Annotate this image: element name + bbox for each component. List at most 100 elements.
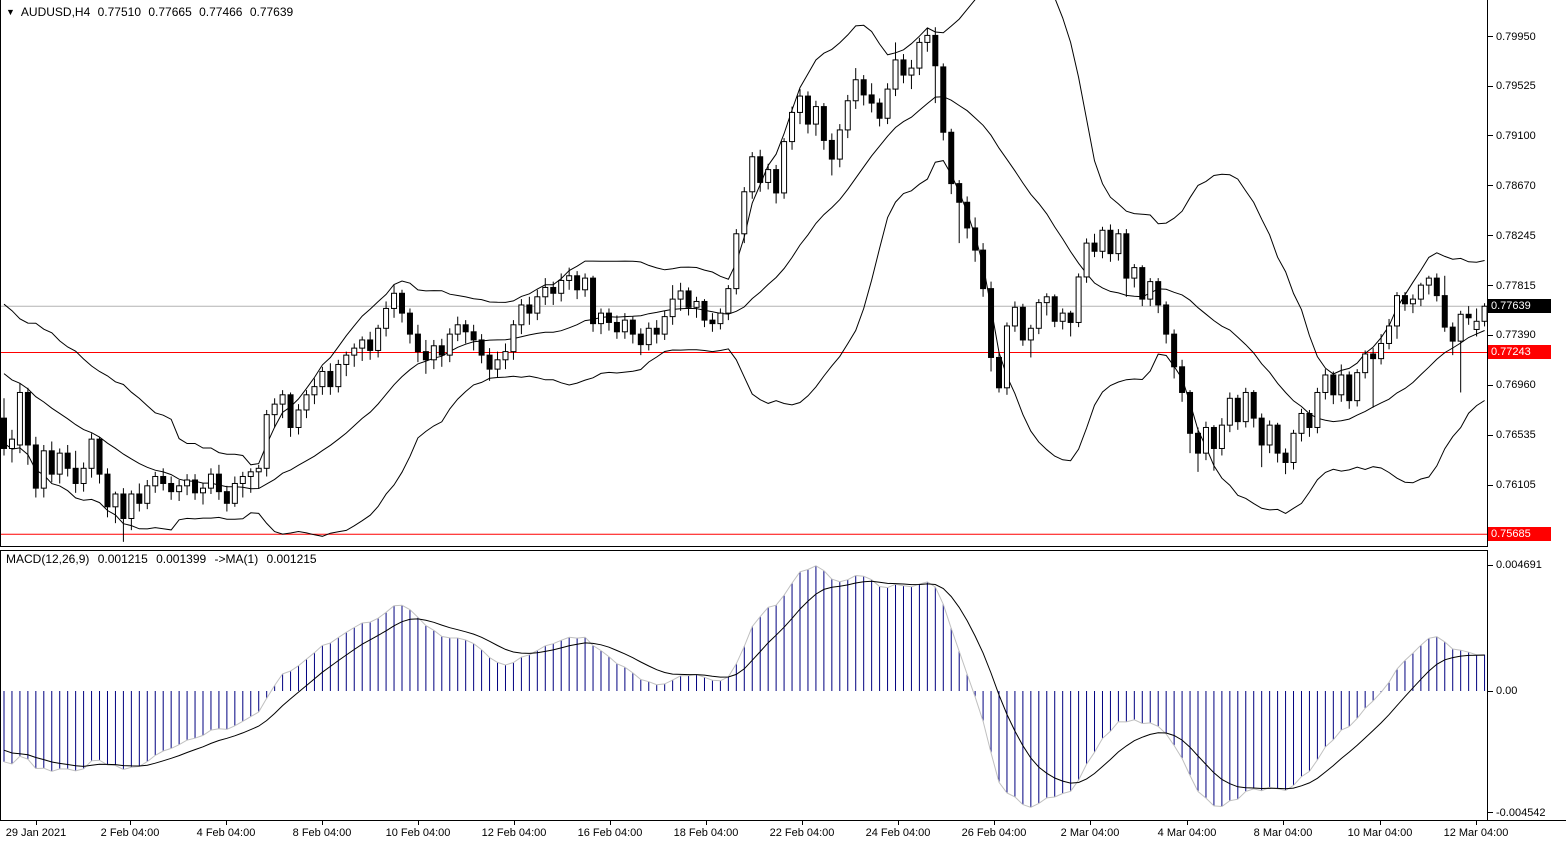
candle bbox=[757, 149, 764, 192]
candle bbox=[1202, 421, 1209, 461]
macd-value: 0.001215 bbox=[97, 552, 148, 566]
candle bbox=[470, 324, 477, 351]
time-tick-mark bbox=[802, 821, 803, 825]
time-tick-label: 10 Feb 04:00 bbox=[385, 827, 451, 839]
candle bbox=[1195, 427, 1201, 472]
candle bbox=[414, 324, 421, 363]
candle bbox=[263, 409, 270, 477]
candle bbox=[582, 273, 589, 297]
price-tick-mark bbox=[1488, 334, 1493, 336]
candle bbox=[1115, 229, 1122, 261]
candle bbox=[924, 28, 931, 52]
candle bbox=[120, 488, 127, 542]
time-tick-mark bbox=[418, 821, 419, 825]
candle bbox=[24, 387, 31, 465]
candle bbox=[1465, 306, 1472, 325]
candle bbox=[311, 378, 318, 405]
candle bbox=[980, 243, 987, 297]
time-tick-mark bbox=[1090, 821, 1091, 825]
price-tick-label: 0.78670 bbox=[1496, 179, 1536, 192]
candle bbox=[279, 390, 286, 419]
candle bbox=[558, 273, 565, 302]
candle bbox=[693, 296, 700, 318]
candle bbox=[351, 343, 358, 367]
time-tick-label: 16 Feb 04:00 bbox=[577, 827, 643, 839]
macd-tick-mark bbox=[1488, 690, 1493, 692]
ohlc-high: 0.77665 bbox=[148, 5, 192, 19]
candle bbox=[1322, 369, 1329, 400]
macd-main-line bbox=[3, 565, 1485, 808]
candle bbox=[964, 196, 971, 239]
candle bbox=[685, 287, 692, 316]
macd-signal-value: 0.001399 bbox=[156, 552, 207, 566]
candle bbox=[502, 343, 509, 370]
time-tick-label: 2 Mar 04:00 bbox=[1060, 827, 1120, 839]
pane-separator[interactable] bbox=[0, 546, 1488, 547]
candle bbox=[613, 315, 620, 339]
candle bbox=[1401, 292, 1408, 311]
candle bbox=[104, 468, 111, 518]
candle bbox=[733, 229, 740, 295]
macd-tick-mark bbox=[1488, 564, 1493, 566]
price-tick-mark bbox=[1488, 235, 1493, 237]
time-tick-label: 10 Mar 04:00 bbox=[1347, 827, 1413, 839]
candle bbox=[868, 83, 875, 113]
macd-tick-label: 0.00 bbox=[1496, 685, 1518, 697]
candle bbox=[996, 352, 1002, 393]
time-tick-mark bbox=[1476, 821, 1477, 825]
candle bbox=[1234, 394, 1241, 430]
time-tick-mark bbox=[706, 821, 707, 825]
candle bbox=[908, 59, 915, 90]
symbol-collapse-icon[interactable]: ▼ bbox=[6, 7, 15, 17]
candle bbox=[661, 310, 668, 340]
time-tick-mark bbox=[1380, 821, 1381, 825]
macd-tick-label: -0.004542 bbox=[1496, 806, 1546, 819]
time-tick-mark bbox=[994, 821, 995, 825]
macd-indicator-pane[interactable] bbox=[0, 550, 1488, 820]
time-tick-mark bbox=[1283, 821, 1284, 825]
candle bbox=[1091, 233, 1098, 258]
candle bbox=[605, 308, 612, 331]
candle bbox=[1187, 390, 1194, 454]
candle bbox=[144, 479, 151, 510]
candle bbox=[725, 285, 732, 321]
candle bbox=[1035, 299, 1042, 335]
price-chart-pane[interactable] bbox=[0, 0, 1488, 546]
candle bbox=[518, 299, 525, 335]
candle bbox=[1298, 408, 1305, 442]
candle bbox=[1210, 425, 1217, 471]
candle bbox=[677, 282, 684, 311]
time-tick-label: 26 Feb 04:00 bbox=[961, 827, 1027, 839]
time-tick-label: 4 Mar 04:00 bbox=[1157, 827, 1217, 839]
candle bbox=[399, 289, 405, 323]
candle bbox=[430, 339, 437, 370]
candle bbox=[56, 448, 63, 484]
candle bbox=[1394, 292, 1400, 339]
candle bbox=[542, 278, 549, 305]
bollinger-lower-band bbox=[3, 160, 1485, 537]
candle bbox=[916, 37, 923, 76]
price-tick-mark bbox=[1488, 36, 1493, 38]
candle bbox=[1003, 322, 1010, 395]
candle bbox=[1147, 278, 1154, 307]
candle bbox=[152, 471, 159, 493]
time-tick-mark bbox=[130, 821, 131, 825]
price-tick-label: 0.76535 bbox=[1496, 429, 1536, 442]
candle bbox=[391, 285, 398, 318]
candle bbox=[550, 281, 557, 305]
candle bbox=[271, 398, 278, 428]
candle bbox=[669, 285, 676, 325]
candle bbox=[653, 320, 660, 344]
candle bbox=[494, 351, 501, 378]
time-tick-mark bbox=[322, 821, 323, 825]
price-axis[interactable]: 0.79950 0.79525 0.79100 0.78670 0.78245 0.778… bbox=[1488, 0, 1566, 850]
candle bbox=[295, 404, 302, 435]
time-axis[interactable]: 29 Jan 2021 2 Feb 04:00 4 Feb 04:00 8 Feb 0… bbox=[0, 820, 1566, 850]
current-price-tag: 0.77639 bbox=[1488, 299, 1551, 314]
candle bbox=[1226, 392, 1233, 433]
candle bbox=[1019, 303, 1026, 346]
candle bbox=[184, 474, 191, 496]
candle bbox=[1250, 390, 1257, 428]
candle bbox=[566, 267, 573, 290]
candle bbox=[1043, 293, 1050, 316]
